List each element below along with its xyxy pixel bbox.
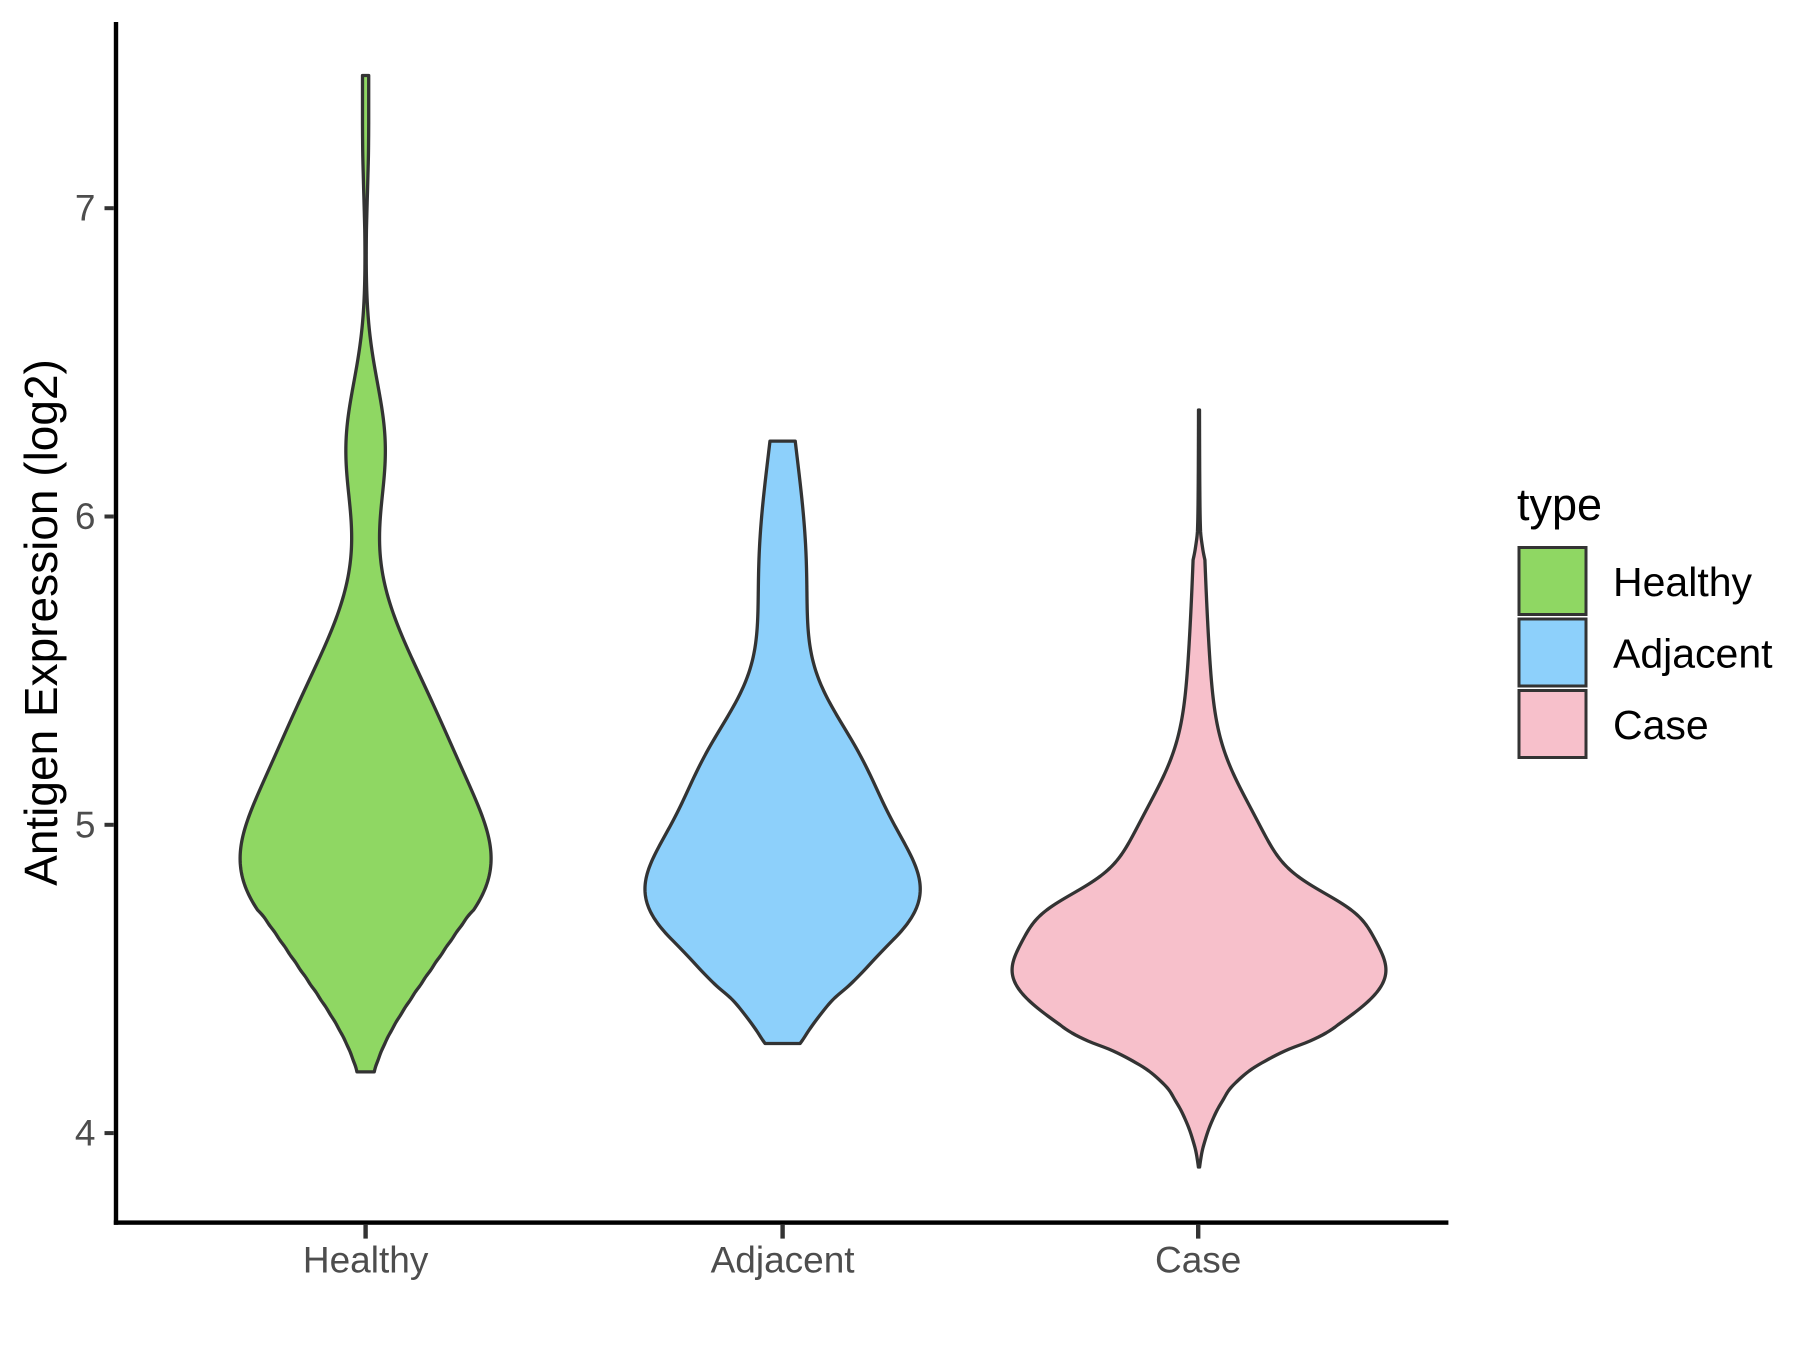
svg-text:6: 6 (75, 496, 96, 537)
svg-text:5: 5 (75, 804, 96, 845)
svg-text:Adjacent: Adjacent (1613, 631, 1773, 677)
svg-text:Antigen Expression (log2): Antigen Expression (log2) (15, 359, 67, 886)
svg-text:type: type (1517, 479, 1602, 530)
svg-text:Healthy: Healthy (1613, 559, 1753, 605)
svg-text:7: 7 (75, 188, 96, 229)
svg-text:4: 4 (75, 1113, 96, 1154)
svg-text:Adjacent: Adjacent (711, 1240, 856, 1281)
svg-text:Case: Case (1613, 702, 1709, 748)
svg-text:Case: Case (1155, 1240, 1241, 1281)
svg-text:Healthy: Healthy (303, 1240, 429, 1281)
